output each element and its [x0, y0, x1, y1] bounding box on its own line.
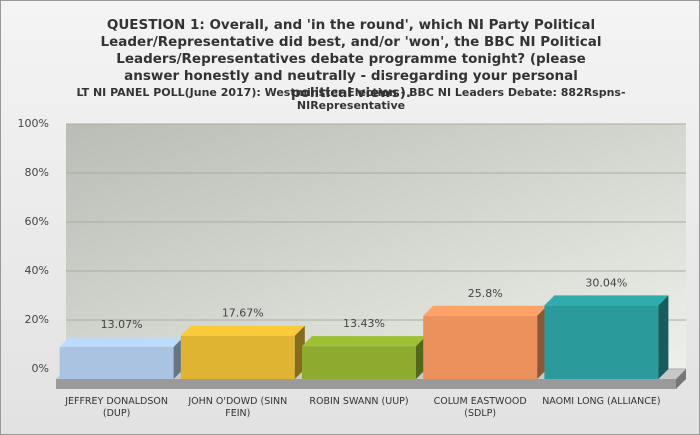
bar-front — [59, 346, 174, 379]
x-tick-label: COLUM EASTWOOD (SDLP) — [433, 396, 527, 419]
bar-top — [544, 295, 669, 306]
bar-top — [180, 325, 305, 336]
x-tick-label: NAOMI LONG (ALLIANCE) — [542, 396, 661, 407]
y-tick-label: 60% — [25, 215, 49, 228]
bar-front — [544, 305, 659, 379]
y-tick-label: 40% — [25, 264, 49, 277]
value-label: 17.67% — [222, 307, 264, 320]
bar — [302, 336, 426, 379]
y-tick-label: 80% — [25, 166, 49, 179]
value-label: 30.04% — [585, 276, 627, 289]
bar — [180, 325, 305, 379]
y-tick-label: 20% — [25, 313, 49, 326]
x-tick-label: ROBIN SWANN (UUP) — [309, 396, 409, 407]
value-label: 13.07% — [101, 318, 143, 331]
floor-side — [676, 369, 686, 389]
x-tick-label: JEFFREY DONALDSON (DUP) — [65, 396, 168, 419]
bar — [423, 305, 548, 379]
floor-edge — [56, 379, 676, 389]
value-label: 13.43% — [343, 317, 385, 330]
bar-front — [180, 335, 295, 379]
bar-front — [423, 315, 538, 379]
bar-top — [423, 305, 548, 316]
bar — [544, 295, 669, 379]
y-tick-label: 0% — [32, 362, 49, 375]
x-tick-label: JOHN O'DOWD (SINN FEIN) — [188, 396, 288, 419]
bar-top — [59, 336, 184, 347]
value-label: 25.8% — [468, 287, 503, 300]
y-tick-label: 100% — [18, 117, 49, 130]
bar-front — [302, 346, 416, 379]
chart-title: QUESTION 1: Overall, and 'in the round',… — [100, 17, 602, 101]
bar — [59, 336, 184, 379]
bar-top — [302, 336, 426, 347]
bar-side — [658, 295, 669, 379]
chart-subtitle: LT NI PANEL POLL(June 2017): Westminster… — [76, 86, 626, 112]
